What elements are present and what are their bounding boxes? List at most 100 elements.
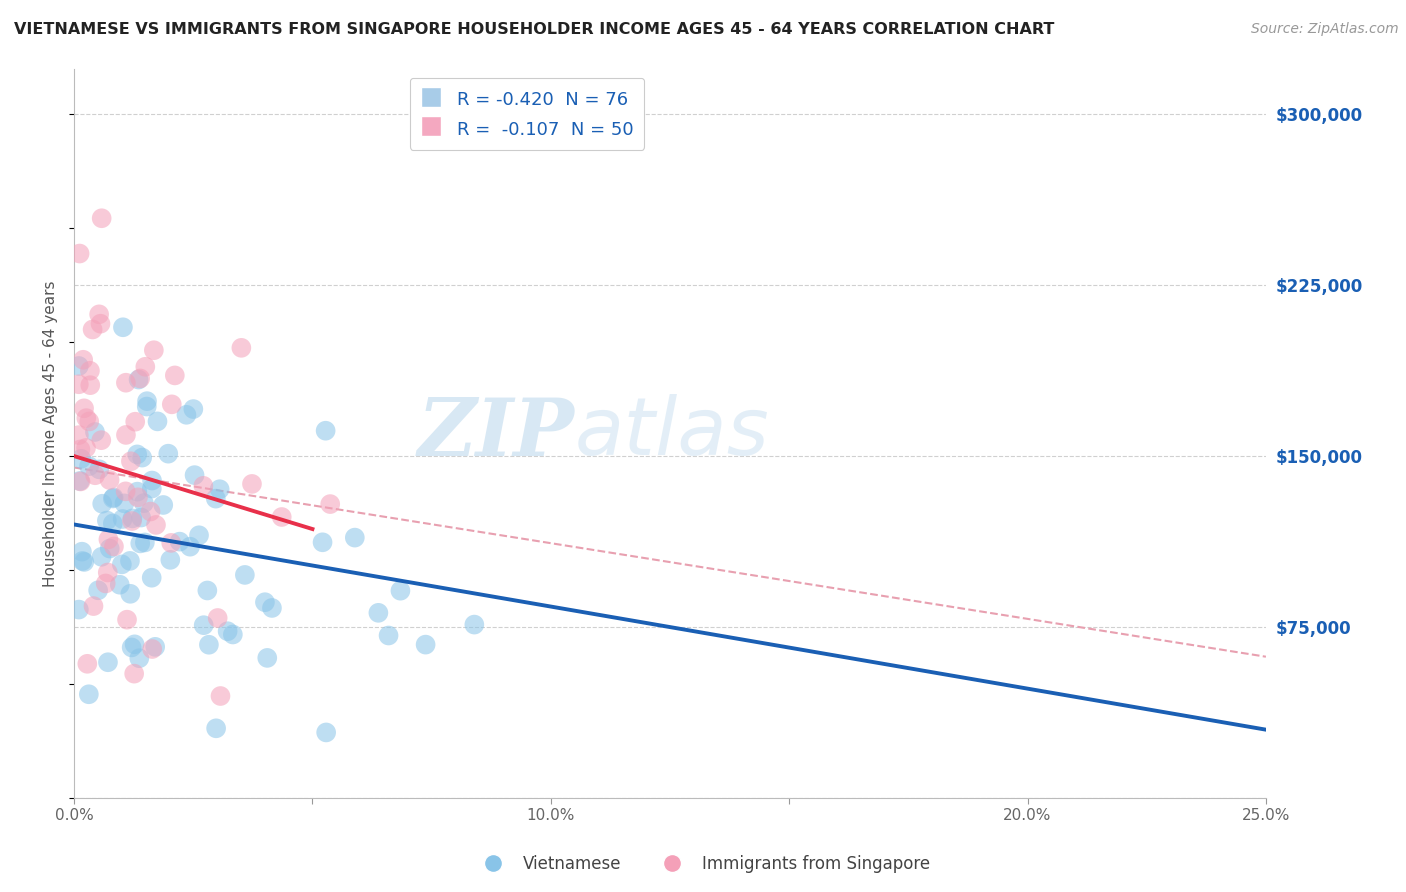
Point <box>101 516 124 531</box>
Point <box>87 583 110 598</box>
Point <box>122 666 145 681</box>
Point <box>94 576 117 591</box>
Point <box>69 474 91 488</box>
Point <box>115 376 138 390</box>
Point <box>315 725 337 739</box>
Point <box>67 377 90 392</box>
Point <box>115 613 138 627</box>
Point <box>169 534 191 549</box>
Point <box>67 359 90 373</box>
Point <box>69 442 91 457</box>
Point <box>70 544 93 558</box>
Point <box>111 558 134 572</box>
Point <box>77 414 100 428</box>
Point <box>142 343 165 358</box>
Point <box>121 514 143 528</box>
Point <box>90 211 112 226</box>
Text: VIETNAMESE VS IMMIGRANTS FROM SINGAPORE HOUSEHOLDER INCOME AGES 45 - 64 YEARS CO: VIETNAMESE VS IMMIGRANTS FROM SINGAPORE … <box>14 22 1054 37</box>
Point <box>183 468 205 483</box>
Point <box>91 497 114 511</box>
Point <box>222 627 245 641</box>
Point <box>79 364 101 378</box>
Point <box>208 482 231 496</box>
Point <box>176 408 198 422</box>
Point <box>129 371 152 385</box>
Point <box>256 651 278 665</box>
Point <box>67 602 90 616</box>
Point <box>315 424 337 438</box>
Text: ZIP: ZIP <box>418 394 575 472</box>
Point <box>97 533 120 547</box>
Point <box>377 628 399 642</box>
Point <box>141 642 163 657</box>
Point <box>89 307 111 321</box>
Point <box>270 510 292 524</box>
Point <box>193 479 215 493</box>
Point <box>136 394 159 409</box>
Point <box>205 721 228 735</box>
Text: atlas: atlas <box>575 394 769 472</box>
Point <box>79 378 101 392</box>
Text: Source: ZipAtlas.com: Source: ZipAtlas.com <box>1251 22 1399 37</box>
Point <box>73 401 96 416</box>
Point <box>96 514 118 528</box>
Legend: R = -0.420  N = 76, R =  -0.107  N = 50: R = -0.420 N = 76, R = -0.107 N = 50 <box>409 78 644 150</box>
Point <box>463 617 485 632</box>
Point <box>131 450 153 465</box>
Point <box>152 498 174 512</box>
Point <box>103 491 125 505</box>
Point <box>98 541 121 556</box>
Point <box>127 447 149 461</box>
Point <box>253 595 276 609</box>
Point <box>97 566 120 580</box>
Point <box>160 536 183 550</box>
Point <box>141 474 163 488</box>
Point <box>111 320 134 334</box>
Point <box>188 528 211 542</box>
Point <box>111 512 134 526</box>
Point <box>77 687 100 701</box>
Point <box>90 433 112 447</box>
Point <box>209 689 232 703</box>
Point <box>128 373 150 387</box>
Point <box>163 368 186 383</box>
Point <box>89 462 111 476</box>
Point <box>141 482 163 496</box>
Point <box>179 540 201 554</box>
Point <box>231 341 253 355</box>
Point <box>343 531 366 545</box>
Point <box>141 571 163 585</box>
Point <box>129 510 152 524</box>
Point <box>108 578 131 592</box>
Point <box>157 447 180 461</box>
Point <box>77 459 100 474</box>
Point <box>84 425 107 439</box>
Point <box>127 491 149 505</box>
Point <box>198 638 221 652</box>
Point <box>112 496 135 510</box>
Point <box>121 511 143 525</box>
Point <box>128 651 150 665</box>
Point <box>311 535 333 549</box>
Point <box>76 657 98 671</box>
Point <box>75 441 97 455</box>
Point <box>145 517 167 532</box>
Point <box>139 504 162 518</box>
Point <box>120 454 142 468</box>
Point <box>134 535 156 549</box>
Point <box>143 640 166 654</box>
Point <box>135 400 157 414</box>
Y-axis label: Householder Income Ages 45 - 64 years: Householder Income Ages 45 - 64 years <box>44 280 58 587</box>
Point <box>319 497 342 511</box>
Point <box>132 496 155 510</box>
Point <box>101 491 124 506</box>
Point <box>97 655 120 669</box>
Point <box>260 601 283 615</box>
Point <box>193 618 215 632</box>
Point <box>367 606 389 620</box>
Legend: Vietnamese, Immigrants from Singapore: Vietnamese, Immigrants from Singapore <box>470 848 936 880</box>
Point <box>90 549 112 564</box>
Point <box>159 553 181 567</box>
Point <box>233 568 256 582</box>
Point <box>129 536 152 550</box>
